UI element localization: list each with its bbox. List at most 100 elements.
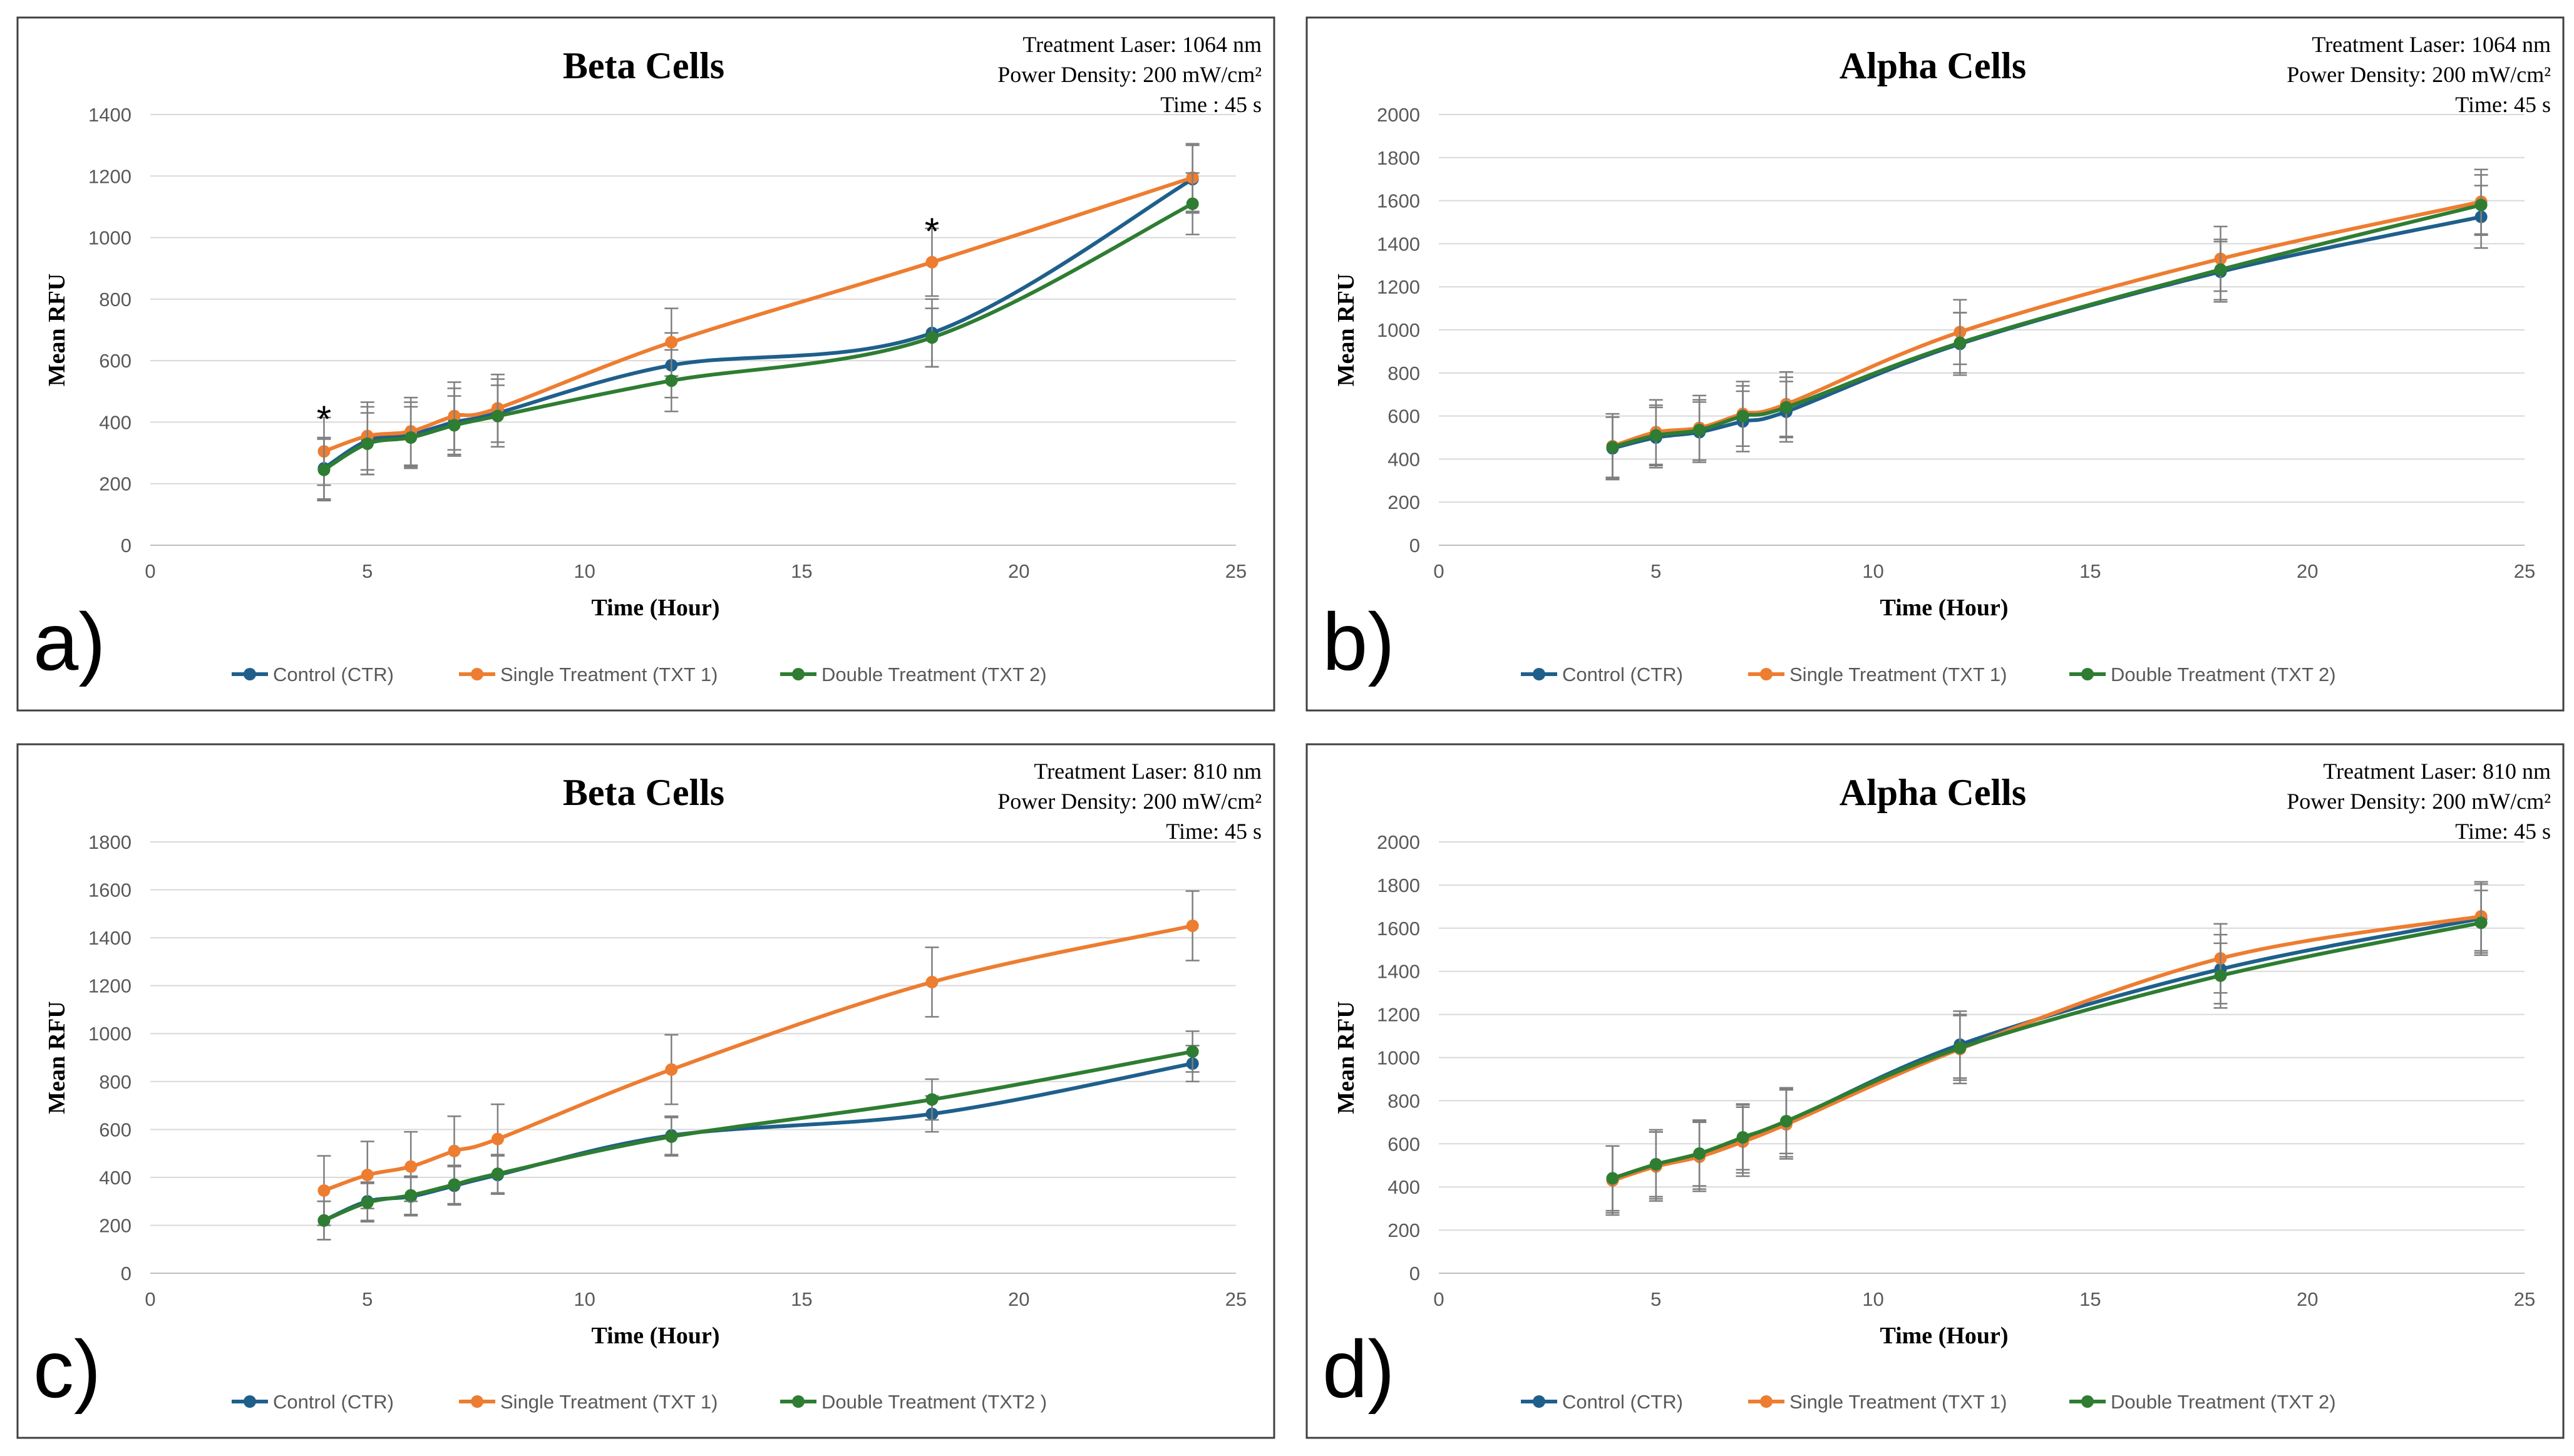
data-point (665, 1063, 678, 1076)
legend-marker (1760, 1395, 1773, 1408)
data-point (2214, 969, 2227, 982)
treatment-info-line: Power Density: 200 mW/cm² (997, 789, 1262, 814)
data-point (1186, 197, 1199, 210)
y-tick-label: 800 (1387, 362, 1420, 384)
y-tick-label: 800 (99, 1071, 131, 1093)
legend-marker (792, 668, 805, 680)
data-point (665, 374, 678, 387)
data-point (1693, 1147, 1706, 1160)
series-2 (317, 890, 1200, 1226)
legend-label: Double Treatment (TXT 2) (2111, 1391, 2336, 1413)
y-tick-label: 2000 (1377, 831, 1420, 853)
legend-marker (244, 1395, 256, 1408)
panel-letter: b) (1322, 596, 1395, 687)
x-tick-label: 25 (1225, 560, 1247, 582)
y-tick-label: 200 (99, 1214, 131, 1236)
x-tick-label: 5 (362, 560, 373, 582)
legend-marker (2081, 668, 2094, 680)
y-tick-label: 1800 (88, 831, 131, 853)
treatment-info-line: Time: 45 s (2455, 819, 2551, 844)
chart-panel-1: 0 200 400 600 800 1000 1200 1400 0 5 10 15 20 25 Beta … (16, 16, 1275, 712)
series-line (322, 177, 1194, 470)
series-line (323, 1049, 1193, 1223)
data-point (1693, 423, 1706, 436)
x-tick-label: 10 (574, 1288, 595, 1310)
x-tick-label: 25 (1225, 1288, 1247, 1310)
data-point (1954, 336, 1967, 349)
treatment-info-line: Treatment Laser: 1064 nm (2312, 32, 2551, 57)
y-tick-label: 1400 (88, 927, 131, 949)
data-point (1736, 409, 1749, 423)
legend-label: Double Treatment (TXT 2) (2111, 664, 2336, 685)
series-line (1612, 203, 2482, 449)
y-tick-label: 600 (1387, 1133, 1420, 1155)
x-tick-label: 0 (145, 560, 155, 582)
data-point (1649, 429, 1662, 442)
x-tick-label: 15 (791, 1288, 812, 1310)
legend-marker (1760, 668, 1773, 680)
series-line (1612, 215, 2482, 451)
legend-marker (471, 668, 483, 680)
x-tick-label: 0 (1433, 1288, 1444, 1310)
y-tick-label: 200 (1387, 1219, 1420, 1241)
legend-label: Control (CTR) (1562, 664, 1683, 685)
legend-marker (1533, 1395, 1545, 1408)
data-point (925, 975, 939, 988)
data-point (1186, 1045, 1199, 1058)
series-3 (1605, 889, 2488, 1212)
y-tick-label: 1600 (1377, 918, 1420, 940)
x-axis-title: Time (Hour) (591, 595, 719, 621)
y-tick-label: 1000 (88, 227, 131, 249)
series-3 (317, 172, 1200, 501)
x-tick-label: 20 (1008, 1288, 1029, 1310)
panel-letter: c) (33, 1323, 101, 1415)
series-line (1612, 914, 2482, 1182)
y-tick-label: 1800 (1377, 147, 1420, 169)
y-tick-label: 0 (121, 535, 131, 556)
data-point (317, 463, 331, 476)
panel-letter: d) (1322, 1323, 1395, 1415)
x-tick-label: 10 (574, 560, 595, 582)
chart-panel-3: 0 200 400 600 800 1000 1200 1400 1600 1800 0 5 10 15 2… (16, 743, 1275, 1439)
chart-panel-4: 0 200 400 600 800 1000 1200 1400 1600 1800 2000 0 5 1… (1305, 743, 2565, 1439)
x-tick-label: 20 (2297, 1288, 2318, 1310)
treatment-info-line: Power Density: 200 mW/cm² (997, 62, 1262, 87)
data-point (2214, 263, 2227, 276)
data-point (2474, 198, 2488, 212)
y-tick-label: 400 (99, 1167, 131, 1189)
data-point (2474, 916, 2488, 930)
treatment-info-line: Time : 45 s (1160, 92, 1262, 117)
x-tick-label: 15 (2079, 1288, 2101, 1310)
y-axis-title: Mean RFU (1333, 274, 1359, 386)
series-3 (317, 1030, 1200, 1241)
data-point (491, 1132, 504, 1146)
series-line (323, 924, 1193, 1192)
legend-label: Single Treatment (TXT 1) (500, 1391, 718, 1413)
series-line (323, 175, 1193, 453)
panel-border (1305, 16, 2565, 712)
data-point (317, 1214, 331, 1227)
x-tick-label: 10 (1862, 1288, 1883, 1310)
legend-marker (1533, 668, 1545, 680)
treatment-info-line: Treatment Laser: 810 nm (1034, 759, 1262, 784)
data-point (448, 1144, 461, 1157)
data-point (665, 1130, 678, 1143)
y-tick-label: 800 (99, 289, 131, 310)
data-point (404, 1189, 418, 1202)
legend-label: Double Treatment (TXT2 ) (821, 1391, 1047, 1413)
y-tick-label: 600 (99, 350, 131, 372)
y-tick-label: 400 (1387, 1176, 1420, 1198)
legend-label: Control (CTR) (273, 664, 394, 685)
x-tick-label: 0 (1433, 560, 1444, 582)
y-tick-label: 200 (99, 473, 131, 495)
x-tick-label: 0 (145, 1288, 155, 1310)
data-point (491, 409, 504, 423)
panel-border (16, 16, 1275, 712)
chart-panel-2: 0 200 400 600 800 1000 1200 1400 1600 1800 2000 0 5 1… (1305, 16, 2565, 712)
y-tick-label: 600 (99, 1119, 131, 1141)
legend-marker (2081, 1395, 2094, 1408)
data-point (317, 1184, 331, 1197)
data-point (448, 1178, 461, 1191)
data-point (1606, 441, 1619, 454)
x-tick-label: 20 (2297, 560, 2318, 582)
